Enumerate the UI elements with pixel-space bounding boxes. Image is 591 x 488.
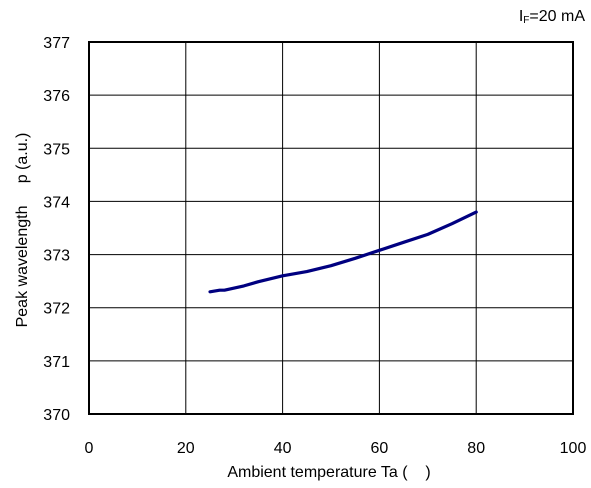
y-tick-label: 374	[43, 194, 70, 211]
y-tick-label: 370	[43, 407, 70, 424]
y-axis-label: Peak wavelength p (a.u.)	[14, 133, 31, 328]
y-tick-label: 377	[43, 35, 70, 52]
condition-label: IF=20 mA	[518, 8, 585, 26]
x-tick-label: 60	[371, 440, 389, 457]
x-tick-label: 100	[560, 440, 587, 457]
y-tick-label: 371	[43, 354, 70, 371]
y-tick-label: 372	[43, 301, 70, 318]
grid	[89, 42, 573, 414]
y-tick-label: 375	[43, 141, 70, 158]
x-axis-label: Ambient temperature Ta ( )	[227, 464, 430, 481]
x-tick-label: 40	[274, 440, 292, 457]
x-tick-label: 0	[85, 440, 94, 457]
series-line	[208, 210, 478, 294]
plot-frame	[88, 41, 574, 415]
x-tick-label: 20	[177, 440, 195, 457]
tick-labels: 0 20 40 60 80 100 370 371 372 373 374 375 376 377	[43, 35, 586, 457]
y-tick-label: 373	[43, 248, 70, 265]
y-tick-label: 376	[43, 88, 70, 105]
x-tick-label: 80	[467, 440, 485, 457]
